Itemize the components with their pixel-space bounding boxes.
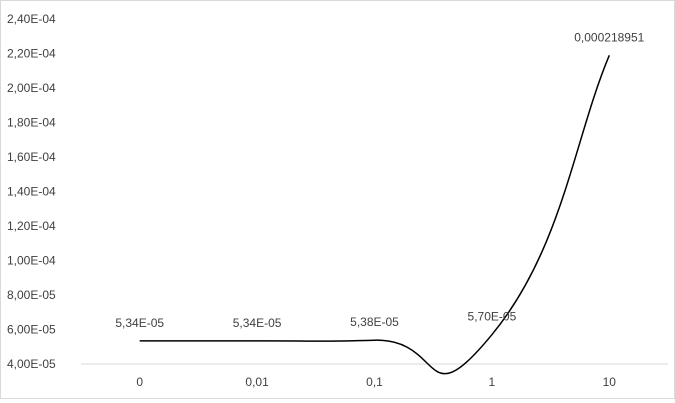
y-tick-label: 4,00E-05 — [7, 357, 56, 371]
data-label: 5,34E-05 — [233, 316, 282, 330]
x-tick-label: 10 — [603, 375, 617, 389]
y-tick-label: 1,40E-04 — [7, 185, 56, 199]
y-tick-label: 1,00E-04 — [7, 254, 56, 268]
y-tick-label: 2,00E-04 — [7, 81, 56, 95]
y-tick-label: 2,40E-04 — [7, 12, 56, 26]
y-tick-label: 1,60E-04 — [7, 150, 56, 164]
y-tick-label: 2,20E-04 — [7, 47, 56, 61]
data-labels: 5,34E-05 5,34E-05 5,38E-05 5,70E-05 0,000218… — [115, 30, 644, 330]
y-tick-label: 6,00E-05 — [7, 323, 56, 337]
x-tick-label: 0 — [136, 375, 143, 389]
y-tick-label: 8,00E-05 — [7, 288, 56, 302]
y-axis-tick-labels: 4,00E-05 6,00E-05 8,00E-05 1,00E-04 1,20E-04… — [7, 12, 56, 371]
x-axis-tick-labels: 0 0,01 0,1 1 10 — [136, 375, 616, 389]
x-tick-label: 0,1 — [366, 375, 383, 389]
series-line — [139, 55, 610, 375]
y-tick-label: 1,20E-04 — [7, 219, 56, 233]
data-label: 5,34E-05 — [115, 316, 164, 330]
data-label: 5,70E-05 — [468, 310, 517, 324]
x-tick-label: 1 — [489, 375, 496, 389]
y-tick-label: 1,80E-04 — [7, 116, 56, 130]
data-label: 5,38E-05 — [350, 315, 399, 329]
data-label: 0,000218951 — [574, 30, 644, 44]
x-tick-label: 0,01 — [245, 375, 269, 389]
